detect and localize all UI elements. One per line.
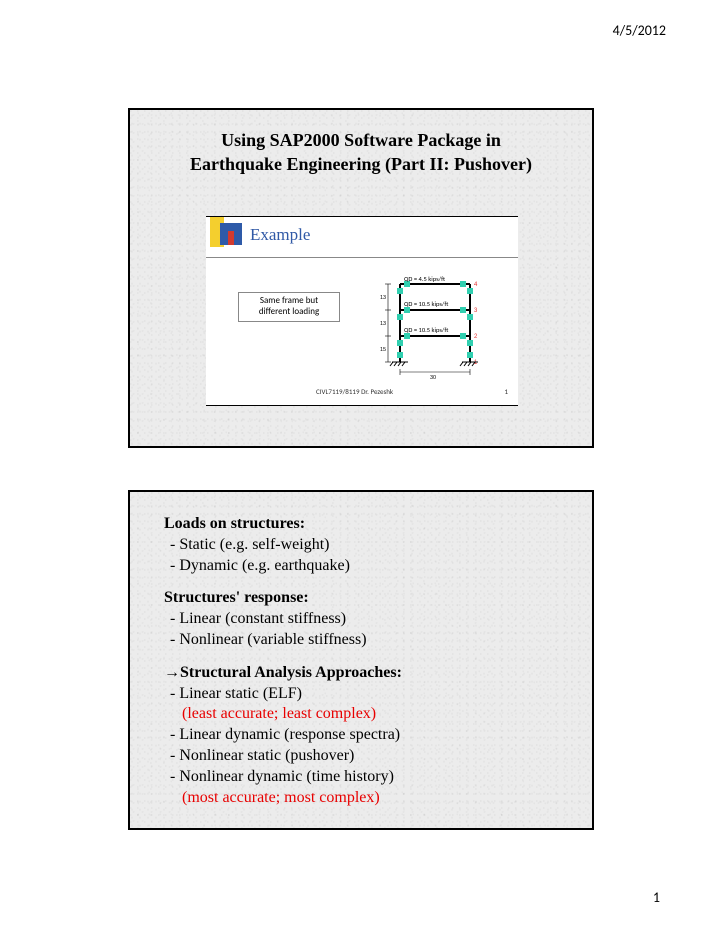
svg-text:15: 15 bbox=[380, 347, 386, 353]
item-linear: - Linear (constant stiffness) bbox=[170, 609, 592, 630]
heading-response: Structures' response: bbox=[164, 588, 592, 609]
example-body: Same frame but different loading QD = 4.… bbox=[206, 257, 518, 398]
example-header: Example bbox=[206, 217, 518, 257]
svg-text:2: 2 bbox=[474, 334, 478, 340]
slide-2: Loads on structures: - Static (e.g. self… bbox=[128, 490, 594, 830]
slide-1: Using SAP2000 Software Package in Earthq… bbox=[128, 108, 594, 448]
structural-frame: QD = 4.5 kips/ft QD = 10.5 kips/ft QD = … bbox=[380, 270, 490, 382]
item-pushover: - Nonlinear static (pushover) bbox=[170, 746, 592, 767]
heading-loads: Loads on structures: bbox=[164, 514, 592, 535]
item-time-history: - Nonlinear dynamic (time history) bbox=[170, 767, 592, 788]
svg-text:30: 30 bbox=[430, 375, 436, 381]
header-date: 4/5/2012 bbox=[613, 22, 666, 39]
frame-caption: Same frame but different loading bbox=[238, 292, 340, 322]
caption-line1: Same frame but bbox=[260, 295, 318, 306]
slide1-title: Using SAP2000 Software Package in Earthq… bbox=[130, 110, 592, 177]
example-footer: CIVL7119/8119 Dr. Pezeshk 1 bbox=[206, 387, 518, 396]
caption-line2: different loading bbox=[259, 306, 319, 317]
slide2-body: Loads on structures: - Static (e.g. self… bbox=[130, 492, 592, 808]
svg-text:3: 3 bbox=[474, 308, 478, 314]
slide1-title-line2: Earthquake Engineering (Part II: Pushove… bbox=[190, 154, 532, 174]
slide1-title-line1: Using SAP2000 Software Package in bbox=[221, 130, 501, 150]
svg-text:13: 13 bbox=[380, 321, 386, 327]
svg-text:13: 13 bbox=[380, 295, 386, 301]
item-nonlinear: - Nonlinear (variable stiffness) bbox=[170, 630, 592, 651]
load-label-3: QD = 10.5 kips/ft bbox=[404, 326, 448, 334]
note-least: (least accurate; least complex) bbox=[182, 704, 592, 725]
note-most: (most accurate; most complex) bbox=[182, 788, 592, 809]
page-number: 1 bbox=[653, 889, 660, 906]
item-response-spectra: - Linear dynamic (response spectra) bbox=[170, 725, 592, 746]
svg-text:4: 4 bbox=[474, 282, 478, 288]
footer-slide-number: 1 bbox=[504, 387, 508, 396]
load-label-1: QD = 4.5 kips/ft bbox=[404, 275, 445, 283]
footer-center: CIVL7119/8119 Dr. Pezeshk bbox=[316, 387, 393, 396]
item-dynamic: - Dynamic (e.g. earthquake) bbox=[170, 556, 592, 577]
item-static: - Static (e.g. self-weight) bbox=[170, 535, 592, 556]
item-elf: - Linear static (ELF) bbox=[170, 684, 592, 705]
load-label-2: QD = 10.5 kips/ft bbox=[404, 300, 448, 308]
heading-approaches: →Structural Analysis Approaches: bbox=[164, 663, 592, 684]
logo-red-block bbox=[228, 231, 234, 245]
example-label: Example bbox=[250, 225, 310, 245]
example-panel: Example Same frame but different loading… bbox=[206, 216, 518, 406]
